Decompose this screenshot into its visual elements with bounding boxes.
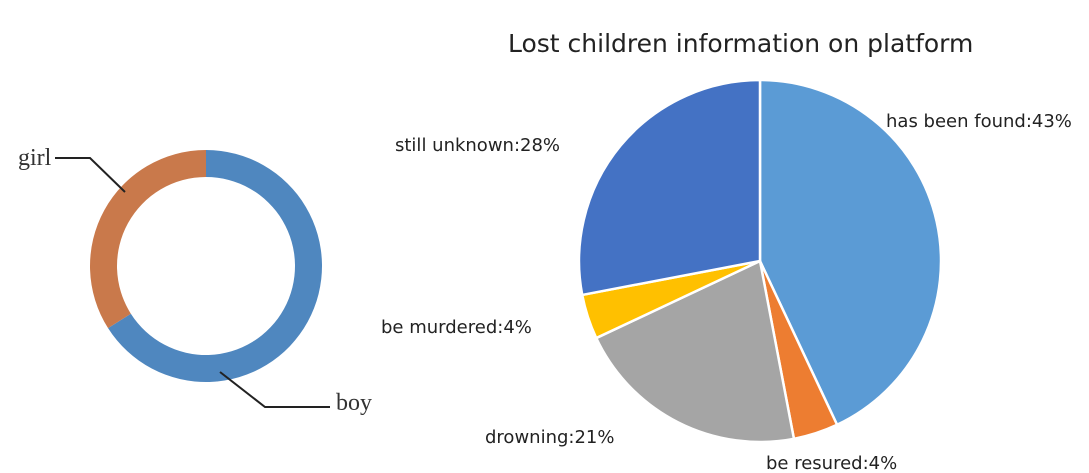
donut-leader-boy xyxy=(219,371,330,408)
pie-slice-drowning xyxy=(594,259,796,444)
donut-label-girl: girl xyxy=(18,145,52,171)
pie-label-still-unknown: still unknown:28% xyxy=(395,135,560,156)
donut-leader-girl xyxy=(55,157,126,193)
lost-children-pie-chart: Lost children information on platform ha… xyxy=(381,29,1072,473)
pie-label-be-resured: be resured:4% xyxy=(766,453,897,473)
pie-label-drowning: drowning:21% xyxy=(485,427,614,448)
chart-title: Lost children information on platform xyxy=(508,29,973,58)
donut-slice-girl xyxy=(90,150,206,329)
gender-donut-chart: boy girl xyxy=(18,145,372,416)
pie-label-has-been-found: has been found:43% xyxy=(886,111,1072,132)
pie-slice-still-unknown xyxy=(577,78,762,297)
donut-label-boy: boy xyxy=(336,390,372,416)
pie-label-be-murdered: be murdered:4% xyxy=(381,317,532,338)
pie-slice-has-been-found xyxy=(758,78,943,427)
